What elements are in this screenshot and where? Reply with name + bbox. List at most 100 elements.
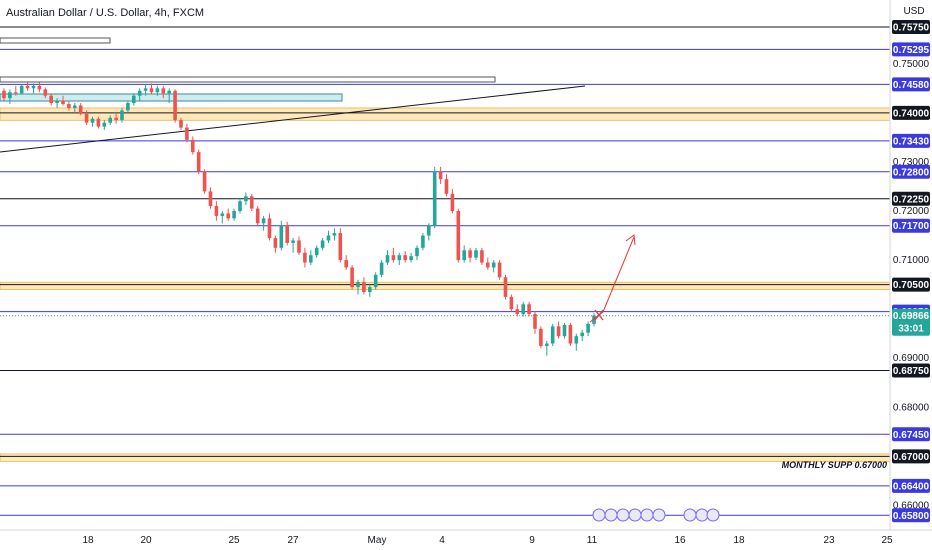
candle-body — [533, 314, 537, 329]
candle — [273, 235, 278, 253]
event-flag-icon — [616, 508, 630, 522]
time-axis[interactable]: 18 20 25 27 May 4 9 11 16 18 23 25 — [82, 535, 893, 546]
candle-body — [568, 324, 573, 344]
candle — [90, 116, 95, 127]
price-label-box — [892, 478, 930, 493]
candle-body — [31, 85, 36, 89]
candle-body — [73, 105, 77, 108]
time-tick-label: 20 — [140, 535, 152, 546]
candle — [468, 247, 472, 263]
candle — [574, 333, 579, 351]
candle-body — [468, 250, 472, 258]
candle — [556, 321, 561, 339]
current-price-label: 0.69866 33:01 — [892, 308, 930, 336]
price-tick-label: 0.68000 — [893, 402, 930, 413]
price-label-text: 0.74580 — [893, 80, 930, 91]
candle-body — [155, 88, 160, 93]
zone-2 — [0, 453, 891, 462]
price-label-0.68750: 0.68750 — [892, 363, 930, 378]
candle-body — [314, 247, 319, 256]
candle — [220, 211, 225, 224]
countdown-text: 33:01 — [898, 324, 924, 335]
event-flag-icon — [592, 508, 606, 522]
candle — [314, 245, 319, 258]
price-label-box — [892, 19, 930, 34]
candle — [474, 247, 478, 261]
candle — [521, 301, 525, 317]
candle-body — [132, 95, 136, 104]
candle-body — [90, 118, 95, 123]
candle-body — [102, 122, 107, 127]
candle-body — [297, 240, 301, 253]
candle-body — [84, 113, 89, 123]
price-label-0.65800: 0.65800 — [892, 508, 930, 523]
event-flag-icon — [640, 508, 654, 522]
candle-body — [250, 196, 254, 209]
candle — [132, 93, 136, 106]
price-label-text: 0.68750 — [893, 366, 930, 377]
candle-body — [244, 196, 248, 202]
candle-body — [545, 343, 549, 346]
price-label-box — [892, 427, 930, 442]
price-label-0.75750: 0.75750 — [892, 19, 930, 34]
candle-body — [491, 262, 496, 268]
candle — [2, 88, 6, 101]
candles-layer — [2, 82, 596, 356]
projection-arrow — [589, 234, 636, 323]
candle-body — [415, 247, 419, 257]
candle-body — [515, 309, 520, 315]
candle — [208, 187, 213, 209]
time-tick-label: May — [368, 535, 387, 546]
candle-body — [562, 324, 567, 337]
candle-body — [350, 267, 354, 288]
candle — [539, 326, 543, 349]
candle — [326, 230, 331, 243]
price-axis[interactable]: 0.75000 0.73000 0.72000 0.71000 0.69000 0.680… — [893, 59, 930, 512]
economic-events-icons[interactable] — [592, 508, 720, 522]
candle-body — [409, 256, 413, 261]
levels-layer — [0, 26, 890, 516]
event-flag-icon — [683, 508, 697, 522]
candle-body — [255, 208, 260, 224]
candle — [350, 265, 354, 290]
time-tick-label: 27 — [287, 535, 299, 546]
event-flag-icon — [652, 508, 666, 522]
candle-body — [25, 85, 30, 89]
zone-1 — [0, 281, 891, 290]
candle-body — [456, 211, 461, 261]
price-label-box — [892, 42, 930, 57]
price-label-0.74580: 0.74580 — [892, 77, 930, 92]
resistance-box — [0, 93, 343, 102]
price-tick-label: 0.71000 — [893, 255, 930, 266]
candle — [320, 238, 325, 251]
candle — [285, 221, 289, 246]
event-flag-icon — [695, 508, 709, 522]
candle — [427, 223, 431, 241]
price-tick-label: 0.75000 — [893, 59, 930, 70]
candle — [592, 313, 596, 327]
price-label-text: 0.75295 — [893, 45, 930, 56]
candle — [568, 322, 573, 346]
candle — [362, 277, 366, 295]
candle-body — [214, 206, 219, 216]
candle — [43, 87, 48, 99]
candle — [14, 85, 18, 96]
candle — [49, 93, 53, 106]
candle-body — [149, 88, 154, 93]
event-flag-icon — [604, 508, 618, 522]
candle-body — [397, 255, 402, 261]
candle — [332, 228, 337, 241]
zone-0 — [0, 107, 891, 121]
time-tick-label: 25 — [228, 535, 240, 546]
candle-body — [14, 92, 18, 94]
candle — [155, 85, 160, 96]
candle-body — [332, 233, 337, 236]
candle — [96, 116, 101, 129]
price-label-box — [892, 218, 930, 233]
candle — [67, 100, 71, 111]
candle-body — [143, 88, 148, 91]
candle-body — [37, 85, 42, 90]
candle — [580, 329, 584, 342]
